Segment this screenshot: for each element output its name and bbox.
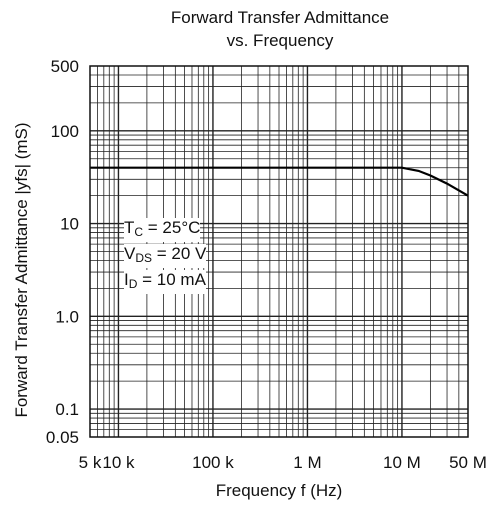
x-tick-label: 1 M bbox=[293, 453, 321, 472]
plot-frame bbox=[89, 65, 469, 438]
condition-tc: TC = 25°C bbox=[124, 218, 201, 242]
x-tick-label: 5 k bbox=[79, 453, 102, 472]
condition-vds: VDS = 20 V bbox=[124, 244, 207, 268]
x-tick-label: 10 M bbox=[383, 453, 421, 472]
x-tick-label: 100 k bbox=[192, 453, 234, 472]
y-tick-label: 500 bbox=[51, 57, 79, 76]
tick-labels: 5 k 10 k 100 k 1 M 10 M 50 M 0.05 0.1 1.0 10 100 50… bbox=[46, 57, 487, 472]
y-tick-label: 0.1 bbox=[55, 400, 79, 419]
y-tick-label: 1.0 bbox=[55, 307, 79, 326]
y-tick-label: 0.05 bbox=[46, 428, 79, 447]
x-axis-label: Frequency f (Hz) bbox=[215, 481, 343, 500]
condition-id: ID = 10 mA bbox=[124, 270, 206, 294]
x-tick-label: 50 M bbox=[449, 453, 487, 472]
series bbox=[90, 166, 469, 197]
x-tick-label: 10 k bbox=[102, 453, 135, 472]
chart-title-line1: Forward Transfer Admittance bbox=[170, 8, 390, 27]
y-tick-label: 10 bbox=[60, 215, 79, 234]
chart-title-line2: vs. Frequency bbox=[226, 31, 334, 50]
series-line bbox=[90, 166, 469, 197]
y-axis-label: Forward Transfer Admittance |yfs| (mS) bbox=[12, 122, 31, 418]
y-tick-label: 100 bbox=[51, 122, 79, 141]
